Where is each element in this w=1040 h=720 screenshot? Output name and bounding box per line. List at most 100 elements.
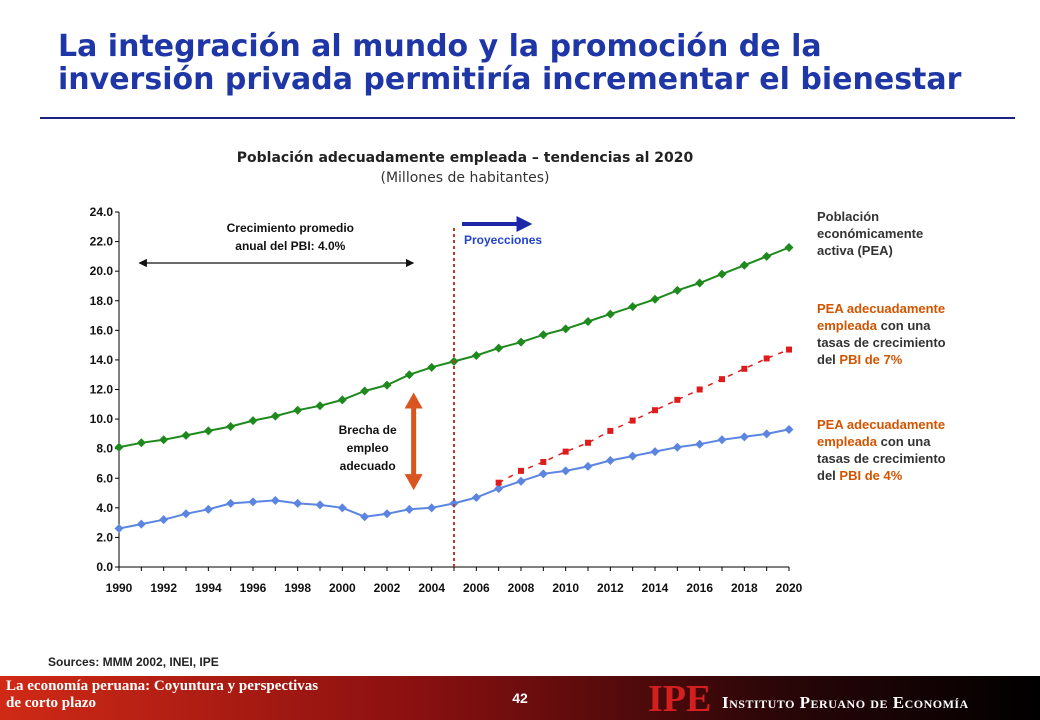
data-point: [605, 456, 615, 465]
data-point: [114, 442, 124, 452]
growth-label-line-2: anual del PBI: 4.0%: [235, 239, 345, 253]
data-point: [538, 330, 548, 340]
footer: La economía peruana: Coyuntura y perspec…: [0, 676, 1040, 720]
y-tick-label: 20.0: [90, 264, 114, 278]
footer-presentation-title: La economía peruana: Coyuntura y perspec…: [6, 678, 318, 712]
legend-4-del: del: [817, 468, 840, 483]
data-point: [784, 243, 794, 252]
legend-4-line-2: empleada con una: [817, 433, 1017, 450]
data-point: [270, 495, 280, 505]
data-point: [136, 519, 146, 529]
data-point: [136, 438, 146, 448]
legend-4-line-1: PEA adecuadamente: [817, 417, 946, 432]
legend-pea-line-1: Población: [817, 209, 880, 224]
data-point: [248, 416, 258, 426]
data-point: [786, 346, 792, 353]
x-tick-label: 2016: [686, 581, 713, 595]
gap-arrow-head-up: [404, 392, 423, 409]
data-point: [538, 469, 548, 479]
data-point: [717, 435, 727, 445]
x-tick-label: 1994: [195, 581, 222, 595]
data-point: [315, 401, 325, 411]
legend-7-line-3: tasas de crecimiento: [817, 335, 946, 350]
x-tick-label: 2012: [597, 581, 624, 595]
x-tick-label: 2008: [508, 581, 535, 595]
data-point: [672, 285, 682, 295]
legend-pbi-7: PEA adecuadamente empleada con una tasas…: [817, 300, 1017, 368]
ipe-logo: IPE: [648, 678, 712, 720]
data-point: [159, 435, 169, 445]
y-tick-label: 2.0: [96, 530, 113, 544]
data-point: [652, 407, 658, 414]
footer-bar: [0, 676, 1040, 720]
data-point: [382, 380, 392, 390]
data-point: [494, 343, 504, 353]
x-tick-label: 2010: [552, 581, 579, 595]
x-tick-label: 1990: [106, 581, 133, 595]
data-point: [605, 309, 615, 319]
data-point: [583, 316, 593, 326]
data-point: [494, 484, 504, 494]
data-point: [518, 467, 524, 474]
data-point: [404, 370, 414, 380]
data-point: [607, 427, 614, 434]
legend-4-highlight-empleada: empleada: [817, 434, 877, 449]
gap-label-line-1: Brecha de: [339, 423, 397, 437]
title-line-1: La integración al mundo y la promoción d…: [58, 29, 822, 64]
x-tick-label: 2004: [418, 581, 445, 595]
legend-7-del: del: [817, 352, 840, 367]
data-point: [382, 509, 392, 519]
y-tick-label: 8.0: [96, 442, 113, 456]
legend-4-highlight-pbi: PBI de 4%: [839, 468, 903, 483]
footer-title-line-1: La economía peruana: Coyuntura y perspec…: [6, 678, 319, 694]
legend-4-line-4: del PBI de 4%: [817, 467, 1017, 484]
legend-pea-line-2: económicamente: [817, 226, 924, 241]
data-point: [427, 503, 437, 513]
data-point: [248, 497, 258, 507]
x-tick-label: 1992: [150, 581, 177, 595]
data-point: [628, 451, 638, 461]
legend-pea-line-3: activa (PEA): [817, 243, 893, 258]
data-point: [516, 476, 526, 486]
legend-pea: Población económicamente activa (PEA): [817, 208, 1017, 259]
data-point: [696, 386, 703, 393]
y-tick-label: 16.0: [90, 323, 114, 337]
data-point: [449, 498, 459, 508]
chart-title: Población adecuadamente empleada – tende…: [236, 150, 694, 166]
data-point: [293, 405, 303, 415]
x-tick-label: 2014: [642, 581, 669, 595]
data-point: [741, 365, 748, 372]
data-point: [739, 260, 749, 270]
data-point: [540, 458, 547, 465]
x-tick-label: 2018: [731, 581, 758, 595]
data-point: [695, 278, 705, 288]
y-tick-label: 4.0: [96, 501, 113, 515]
gap-arrow-head-down: [404, 474, 423, 491]
x-tick-label: 2020: [776, 581, 803, 595]
sources-note: Sources: MMM 2002, INEI, IPE: [48, 655, 219, 669]
y-tick-label: 18.0: [90, 294, 114, 308]
gap-label-line-2: empleo: [347, 441, 389, 455]
y-tick-label: 14.0: [90, 353, 114, 367]
data-point: [516, 337, 526, 347]
data-point: [629, 417, 636, 424]
data-point: [695, 439, 705, 449]
data-point: [360, 386, 370, 396]
data-point: [114, 524, 124, 534]
x-tick-label: 2000: [329, 581, 356, 595]
data-point: [650, 447, 660, 457]
page-number: 42: [512, 690, 528, 706]
growth-label-line-1: Crecimiento promedio: [227, 221, 354, 235]
y-tick-label: 22.0: [90, 235, 114, 249]
legend-7-con-una: con una: [876, 318, 931, 333]
legend-7-highlight-empleada: empleada: [817, 318, 877, 333]
data-point: [719, 376, 725, 383]
y-tick-label: 10.0: [90, 412, 114, 426]
footer-title-line-2: de corto plazo: [6, 695, 96, 711]
chart-subtitle: (Millones de habitantes): [380, 170, 550, 186]
institute-name: Instituto Peruano de Economía: [722, 693, 969, 712]
legend-7-line-2: empleada con una: [817, 317, 1017, 334]
x-tick-label: 1996: [240, 581, 267, 595]
data-point: [717, 269, 727, 279]
series-line-3: [498, 348, 790, 484]
